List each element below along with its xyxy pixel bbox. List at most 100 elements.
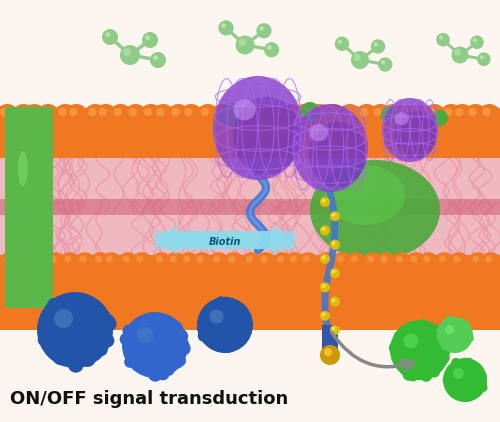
Circle shape xyxy=(308,104,332,128)
Circle shape xyxy=(38,333,51,346)
Circle shape xyxy=(236,330,246,340)
Circle shape xyxy=(136,318,142,324)
Circle shape xyxy=(52,301,59,309)
Circle shape xyxy=(330,211,340,221)
Circle shape xyxy=(213,255,220,262)
Circle shape xyxy=(436,33,450,46)
Circle shape xyxy=(37,292,113,368)
Circle shape xyxy=(451,359,458,366)
Circle shape xyxy=(419,319,426,326)
Circle shape xyxy=(100,333,114,348)
Circle shape xyxy=(398,337,406,345)
Circle shape xyxy=(464,104,487,128)
Circle shape xyxy=(130,358,138,366)
Circle shape xyxy=(61,350,73,362)
Circle shape xyxy=(58,108,66,116)
Circle shape xyxy=(126,356,133,362)
Circle shape xyxy=(463,333,470,340)
Circle shape xyxy=(58,355,70,366)
Circle shape xyxy=(22,104,46,128)
Circle shape xyxy=(106,255,113,262)
Circle shape xyxy=(432,341,444,353)
Circle shape xyxy=(126,325,137,335)
Circle shape xyxy=(322,284,326,288)
Circle shape xyxy=(322,312,326,316)
Circle shape xyxy=(196,325,204,333)
Circle shape xyxy=(54,104,78,128)
Circle shape xyxy=(158,314,166,323)
Circle shape xyxy=(102,321,108,327)
Circle shape xyxy=(436,331,442,337)
Circle shape xyxy=(442,344,448,350)
Circle shape xyxy=(64,104,88,128)
Circle shape xyxy=(454,365,458,368)
Circle shape xyxy=(209,302,215,308)
Ellipse shape xyxy=(394,111,436,159)
Circle shape xyxy=(392,339,404,352)
Circle shape xyxy=(452,345,460,352)
Circle shape xyxy=(378,57,392,72)
Circle shape xyxy=(234,327,245,339)
Circle shape xyxy=(69,108,78,116)
Circle shape xyxy=(272,108,281,116)
Circle shape xyxy=(354,104,378,128)
Circle shape xyxy=(374,108,382,116)
Circle shape xyxy=(191,252,213,274)
Circle shape xyxy=(393,348,398,353)
Circle shape xyxy=(320,345,340,365)
Circle shape xyxy=(444,377,450,384)
Circle shape xyxy=(139,104,163,128)
Circle shape xyxy=(260,26,264,31)
Circle shape xyxy=(242,308,248,313)
Ellipse shape xyxy=(309,124,328,141)
Circle shape xyxy=(232,342,238,348)
Circle shape xyxy=(128,359,137,367)
Circle shape xyxy=(208,303,220,314)
Circle shape xyxy=(88,108,96,116)
Circle shape xyxy=(174,354,182,362)
Circle shape xyxy=(397,329,403,335)
Circle shape xyxy=(316,252,338,274)
Circle shape xyxy=(260,255,268,262)
Circle shape xyxy=(466,329,470,334)
Circle shape xyxy=(464,322,468,325)
Circle shape xyxy=(16,255,23,262)
FancyArrow shape xyxy=(155,225,295,255)
Circle shape xyxy=(69,345,84,360)
Circle shape xyxy=(228,303,234,308)
Ellipse shape xyxy=(394,112,408,125)
Circle shape xyxy=(460,361,468,370)
Circle shape xyxy=(226,346,232,353)
Circle shape xyxy=(425,332,434,341)
Circle shape xyxy=(422,104,446,128)
Circle shape xyxy=(235,309,245,319)
Circle shape xyxy=(79,340,96,356)
Circle shape xyxy=(102,29,118,45)
Circle shape xyxy=(438,333,445,339)
Circle shape xyxy=(464,327,472,334)
Circle shape xyxy=(440,334,443,338)
Circle shape xyxy=(386,108,394,116)
Circle shape xyxy=(390,320,450,380)
Circle shape xyxy=(243,315,249,321)
Circle shape xyxy=(41,108,50,116)
Circle shape xyxy=(436,327,444,335)
Circle shape xyxy=(268,104,291,128)
Circle shape xyxy=(208,330,219,341)
Circle shape xyxy=(45,309,59,322)
Circle shape xyxy=(136,255,143,262)
Circle shape xyxy=(0,108,8,116)
Circle shape xyxy=(452,368,459,373)
Circle shape xyxy=(460,360,469,370)
Circle shape xyxy=(455,108,464,116)
Circle shape xyxy=(448,347,452,351)
Circle shape xyxy=(120,333,132,346)
Ellipse shape xyxy=(18,151,28,186)
Circle shape xyxy=(428,365,440,378)
Circle shape xyxy=(460,344,464,348)
Circle shape xyxy=(438,352,450,364)
Circle shape xyxy=(430,333,442,345)
Circle shape xyxy=(467,335,473,341)
Circle shape xyxy=(412,365,420,373)
Circle shape xyxy=(400,325,408,333)
